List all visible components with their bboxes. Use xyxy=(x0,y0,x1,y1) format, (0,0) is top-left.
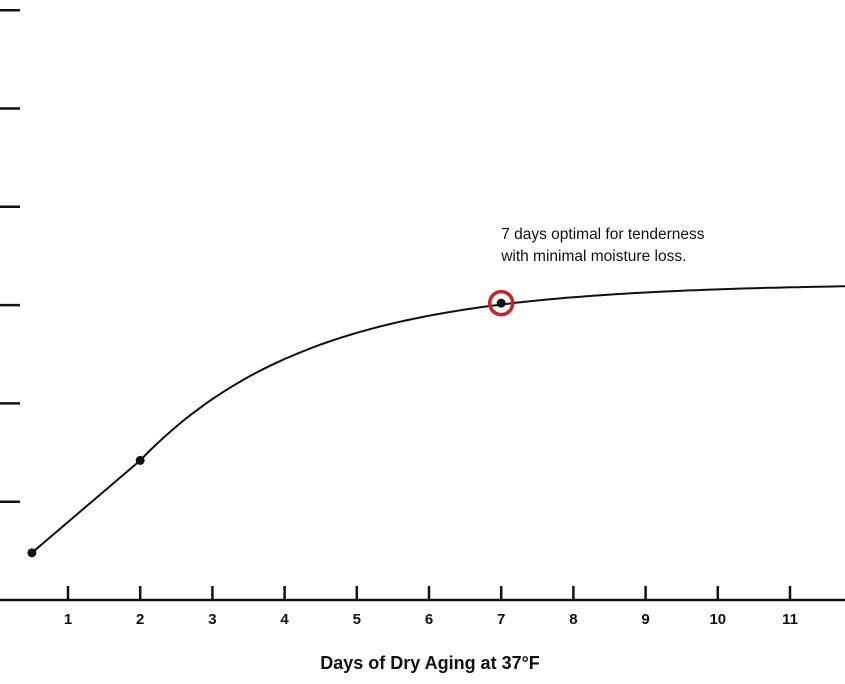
x-tick-label: 5 xyxy=(353,611,361,628)
x-tick-label: 11 xyxy=(782,611,798,628)
annotation-line: with minimal moisture loss. xyxy=(500,248,686,265)
data-markers xyxy=(27,298,506,558)
x-tick-label: 1 xyxy=(64,611,72,628)
annotation: 7 days optimal for tenderness with minim… xyxy=(500,226,709,265)
x-tick-label: 10 xyxy=(709,611,726,628)
x-tick-label: 3 xyxy=(208,611,216,628)
y-axis-ticks xyxy=(0,8,20,503)
data-point xyxy=(496,298,506,308)
x-axis-title: Days of Dry Aging at 37°F xyxy=(320,653,540,673)
annotation-line: 7 days optimal for tenderness xyxy=(501,226,705,243)
x-axis-ticks xyxy=(66,586,792,600)
data-point xyxy=(27,548,37,558)
x-tick-label: 7 xyxy=(497,611,505,628)
data-line xyxy=(31,285,845,554)
data-point xyxy=(135,455,145,465)
x-tick-label: 8 xyxy=(569,611,577,628)
x-tick-label: 6 xyxy=(425,611,433,628)
x-tick-labels: 1 2 3 4 5 6 7 8 9 10 11 xyxy=(64,611,798,628)
x-tick-label: 2 xyxy=(136,611,144,628)
x-tick-label: 9 xyxy=(641,611,649,628)
x-tick-label: 4 xyxy=(280,611,289,628)
highlight-ring xyxy=(487,289,515,317)
